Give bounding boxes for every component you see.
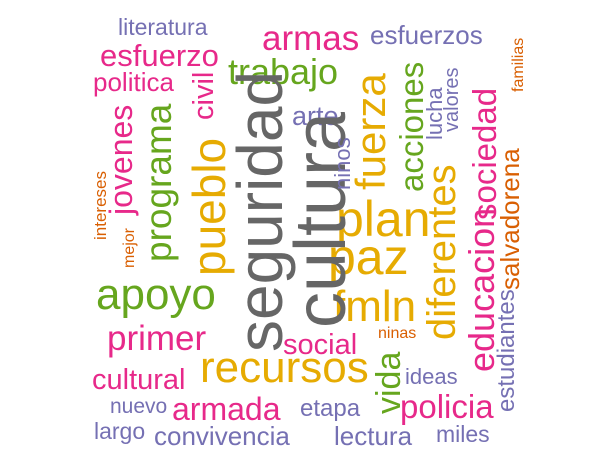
word-ninas: ninas bbox=[378, 325, 417, 342]
word-esfuerzos: esfuerzos bbox=[370, 20, 483, 50]
word-apoyo: apoyo bbox=[96, 270, 216, 319]
word-largo: largo bbox=[94, 418, 146, 444]
word-miles: miles bbox=[436, 421, 490, 447]
word-politica: politica bbox=[93, 67, 174, 97]
word-trabajo: trabajo bbox=[228, 51, 339, 92]
word-plan: plan bbox=[336, 191, 431, 247]
word-convivencia: convivencia bbox=[154, 421, 290, 451]
word-arte: arte bbox=[292, 101, 339, 131]
word-familias: familias bbox=[510, 37, 527, 92]
word-diferentes: diferentes bbox=[420, 164, 464, 340]
word-recursos: recursos bbox=[200, 343, 369, 392]
word-lectura: lectura bbox=[334, 421, 413, 451]
word-armas: armas bbox=[262, 19, 360, 58]
word-ideas: ideas bbox=[405, 364, 458, 389]
word-nuevo: nuevo bbox=[110, 395, 168, 418]
word-fmln: fmln bbox=[333, 282, 417, 331]
word-programa: programa bbox=[138, 103, 179, 262]
word-armada: armada bbox=[172, 391, 281, 427]
word-lucha: lucha bbox=[422, 87, 447, 140]
word-social: social bbox=[283, 329, 358, 361]
word-paz: paz bbox=[328, 229, 409, 285]
word-intereses: intereses bbox=[91, 171, 110, 240]
word-vida: vida bbox=[370, 351, 408, 414]
word-estudiantes: estudiantes bbox=[493, 289, 520, 412]
word-mejor: mejor bbox=[121, 227, 138, 268]
word-primer: primer bbox=[107, 319, 207, 358]
word-ninos: ninos bbox=[330, 137, 355, 190]
word-literatura: literatura bbox=[118, 14, 208, 40]
word-etapa: etapa bbox=[300, 395, 361, 422]
word-civil: civil bbox=[188, 71, 220, 120]
word-policia: policia bbox=[400, 388, 494, 425]
word-esfuerzo: esfuerzo bbox=[100, 38, 219, 73]
word-cultural: cultural bbox=[92, 364, 186, 396]
